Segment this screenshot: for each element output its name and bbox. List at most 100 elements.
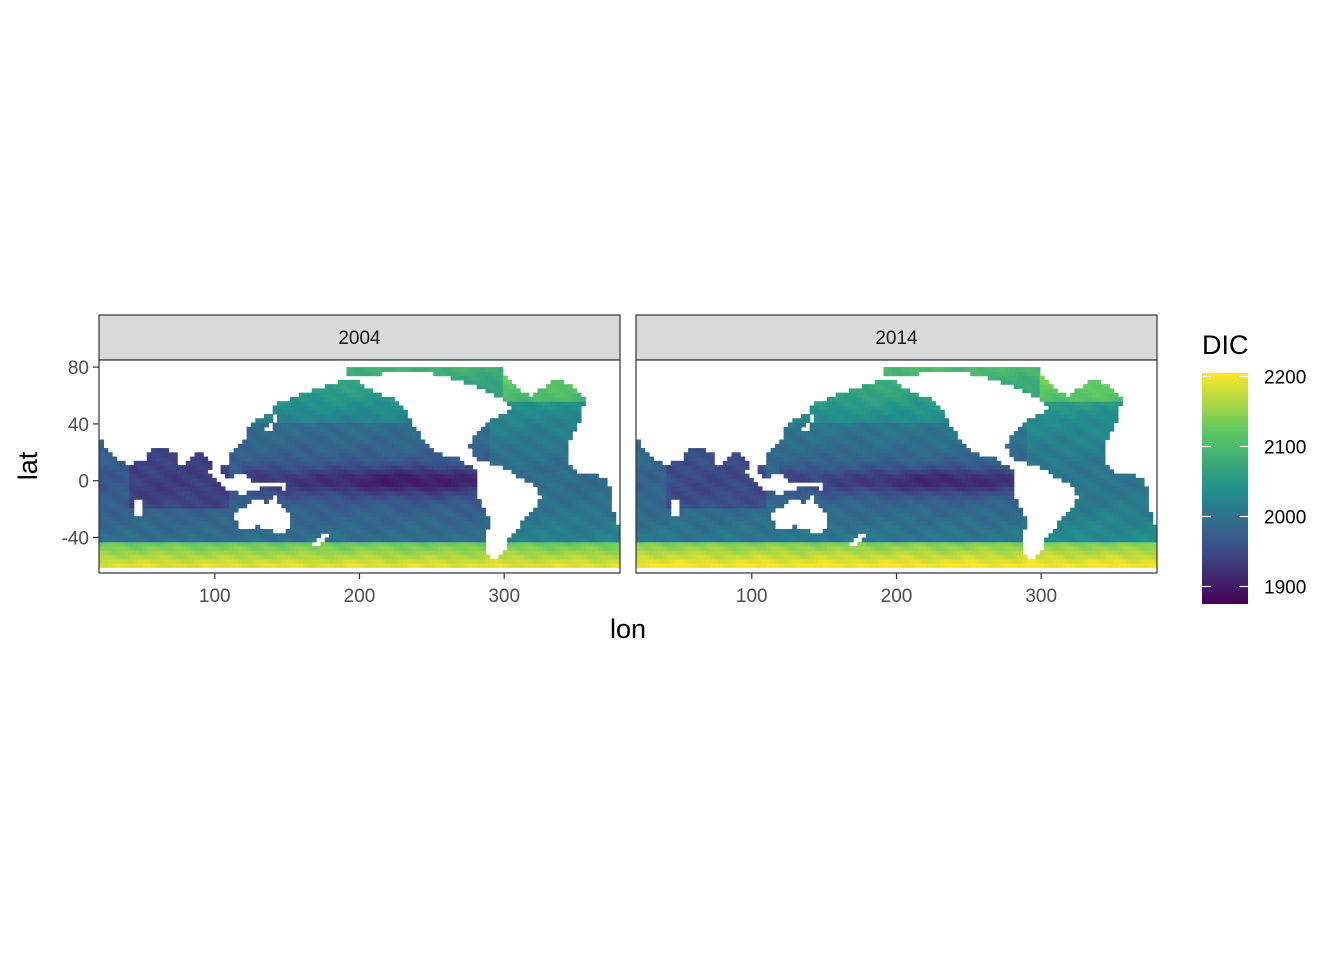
heatmap-cell bbox=[563, 524, 569, 530]
heatmap-cell bbox=[372, 392, 378, 398]
heatmap-cell bbox=[246, 533, 252, 539]
heatmap-cell bbox=[207, 490, 213, 496]
heatmap-cell bbox=[316, 405, 322, 411]
heatmap-cell bbox=[572, 528, 578, 534]
heatmap-cell bbox=[303, 465, 308, 470]
heatmap-cell bbox=[731, 469, 737, 475]
heatmap-cell bbox=[389, 465, 395, 470]
heatmap-cell bbox=[242, 465, 248, 470]
heatmap-cell bbox=[481, 452, 487, 458]
heatmap-cell bbox=[541, 546, 547, 551]
heatmap-cell bbox=[181, 503, 187, 509]
heatmap-cell bbox=[376, 533, 382, 539]
heatmap-cell bbox=[220, 546, 226, 551]
heatmap-cell bbox=[563, 384, 569, 389]
heatmap-cell bbox=[774, 528, 780, 534]
heatmap-cell bbox=[679, 563, 685, 568]
heatmap-cell bbox=[320, 413, 326, 419]
heatmap-cell bbox=[550, 456, 556, 462]
heatmap-cell bbox=[411, 435, 417, 441]
heatmap-cell bbox=[415, 537, 421, 543]
heatmap-cell bbox=[303, 516, 308, 522]
heatmap-cell bbox=[164, 499, 170, 505]
heatmap-cell bbox=[653, 486, 659, 492]
heatmap-cell bbox=[372, 490, 378, 496]
heatmap-cell bbox=[814, 477, 819, 483]
heatmap-cell bbox=[550, 422, 556, 428]
heatmap-cell bbox=[320, 558, 326, 564]
heatmap-cell bbox=[285, 550, 291, 556]
heatmap-cell bbox=[424, 443, 430, 449]
heatmap-cell bbox=[268, 443, 274, 449]
heatmap-cell bbox=[346, 503, 352, 509]
heatmap-cell bbox=[744, 494, 750, 500]
heatmap-cell bbox=[653, 477, 659, 483]
heatmap-cell bbox=[112, 554, 117, 560]
heatmap-cell bbox=[329, 511, 335, 517]
heatmap-cell bbox=[294, 456, 300, 462]
heatmap-cell bbox=[787, 550, 793, 556]
heatmap-cell bbox=[727, 456, 733, 462]
heatmap-cell bbox=[722, 550, 728, 556]
heatmap-cell bbox=[580, 473, 586, 479]
heatmap-cell bbox=[818, 413, 824, 419]
heatmap-cell bbox=[285, 422, 291, 428]
heatmap-cell bbox=[701, 469, 707, 475]
heatmap-cell bbox=[337, 388, 343, 394]
heatmap-cell bbox=[237, 469, 243, 475]
heatmap-cell bbox=[290, 409, 295, 415]
heatmap-cell bbox=[402, 486, 408, 492]
heatmap-cell bbox=[368, 494, 374, 500]
heatmap-cell bbox=[563, 409, 569, 415]
heatmap-cell bbox=[666, 541, 672, 547]
heatmap-cell bbox=[316, 418, 322, 424]
heatmap-cell bbox=[844, 533, 850, 539]
heatmap-cell bbox=[455, 554, 460, 560]
heatmap-cell bbox=[783, 541, 789, 547]
heatmap-cell bbox=[744, 541, 750, 547]
heatmap-cell bbox=[207, 528, 213, 534]
heatmap-cell bbox=[342, 507, 348, 513]
heatmap-cell bbox=[420, 367, 426, 372]
heatmap-cell bbox=[559, 563, 565, 568]
heatmap-cell bbox=[679, 469, 685, 475]
heatmap-cell bbox=[662, 473, 667, 479]
heatmap-cell bbox=[472, 482, 478, 487]
heatmap-cell bbox=[437, 503, 443, 509]
heatmap-cell bbox=[420, 460, 426, 466]
heatmap-cell bbox=[177, 558, 183, 564]
heatmap-cell bbox=[342, 439, 348, 445]
heatmap-cell bbox=[572, 537, 578, 543]
heatmap-cell bbox=[355, 537, 361, 543]
heatmap-cell bbox=[120, 541, 126, 547]
heatmap-cell bbox=[528, 546, 534, 551]
heatmap-cell bbox=[835, 439, 841, 445]
heatmap-cell bbox=[446, 541, 452, 547]
heatmap-cell bbox=[420, 477, 426, 483]
heatmap-cell bbox=[585, 516, 591, 522]
heatmap-cell bbox=[116, 503, 122, 509]
heatmap-cell bbox=[181, 537, 187, 543]
heatmap-cell bbox=[554, 401, 560, 407]
heatmap-cell bbox=[394, 452, 400, 458]
heatmap-cell bbox=[281, 401, 287, 407]
heatmap-cell bbox=[190, 490, 196, 496]
heatmap-cell bbox=[692, 550, 698, 556]
heatmap-cell bbox=[537, 431, 543, 436]
heatmap-cell bbox=[472, 520, 478, 526]
heatmap-cell bbox=[502, 375, 508, 381]
heatmap-cell bbox=[502, 431, 508, 436]
heatmap-cell bbox=[683, 516, 689, 522]
heatmap-cell bbox=[636, 477, 641, 483]
heatmap-cell bbox=[511, 550, 517, 556]
heatmap-cell bbox=[615, 554, 620, 560]
heatmap-cell bbox=[537, 524, 543, 530]
heatmap-cell bbox=[263, 473, 269, 479]
heatmap-cell bbox=[441, 367, 447, 372]
heatmap-cell bbox=[831, 499, 837, 505]
heatmap-cell bbox=[294, 550, 300, 556]
heatmap-cell bbox=[701, 494, 707, 500]
heatmap-cell bbox=[290, 443, 295, 449]
heatmap-cell bbox=[611, 528, 617, 534]
heatmap-cell bbox=[840, 482, 845, 487]
